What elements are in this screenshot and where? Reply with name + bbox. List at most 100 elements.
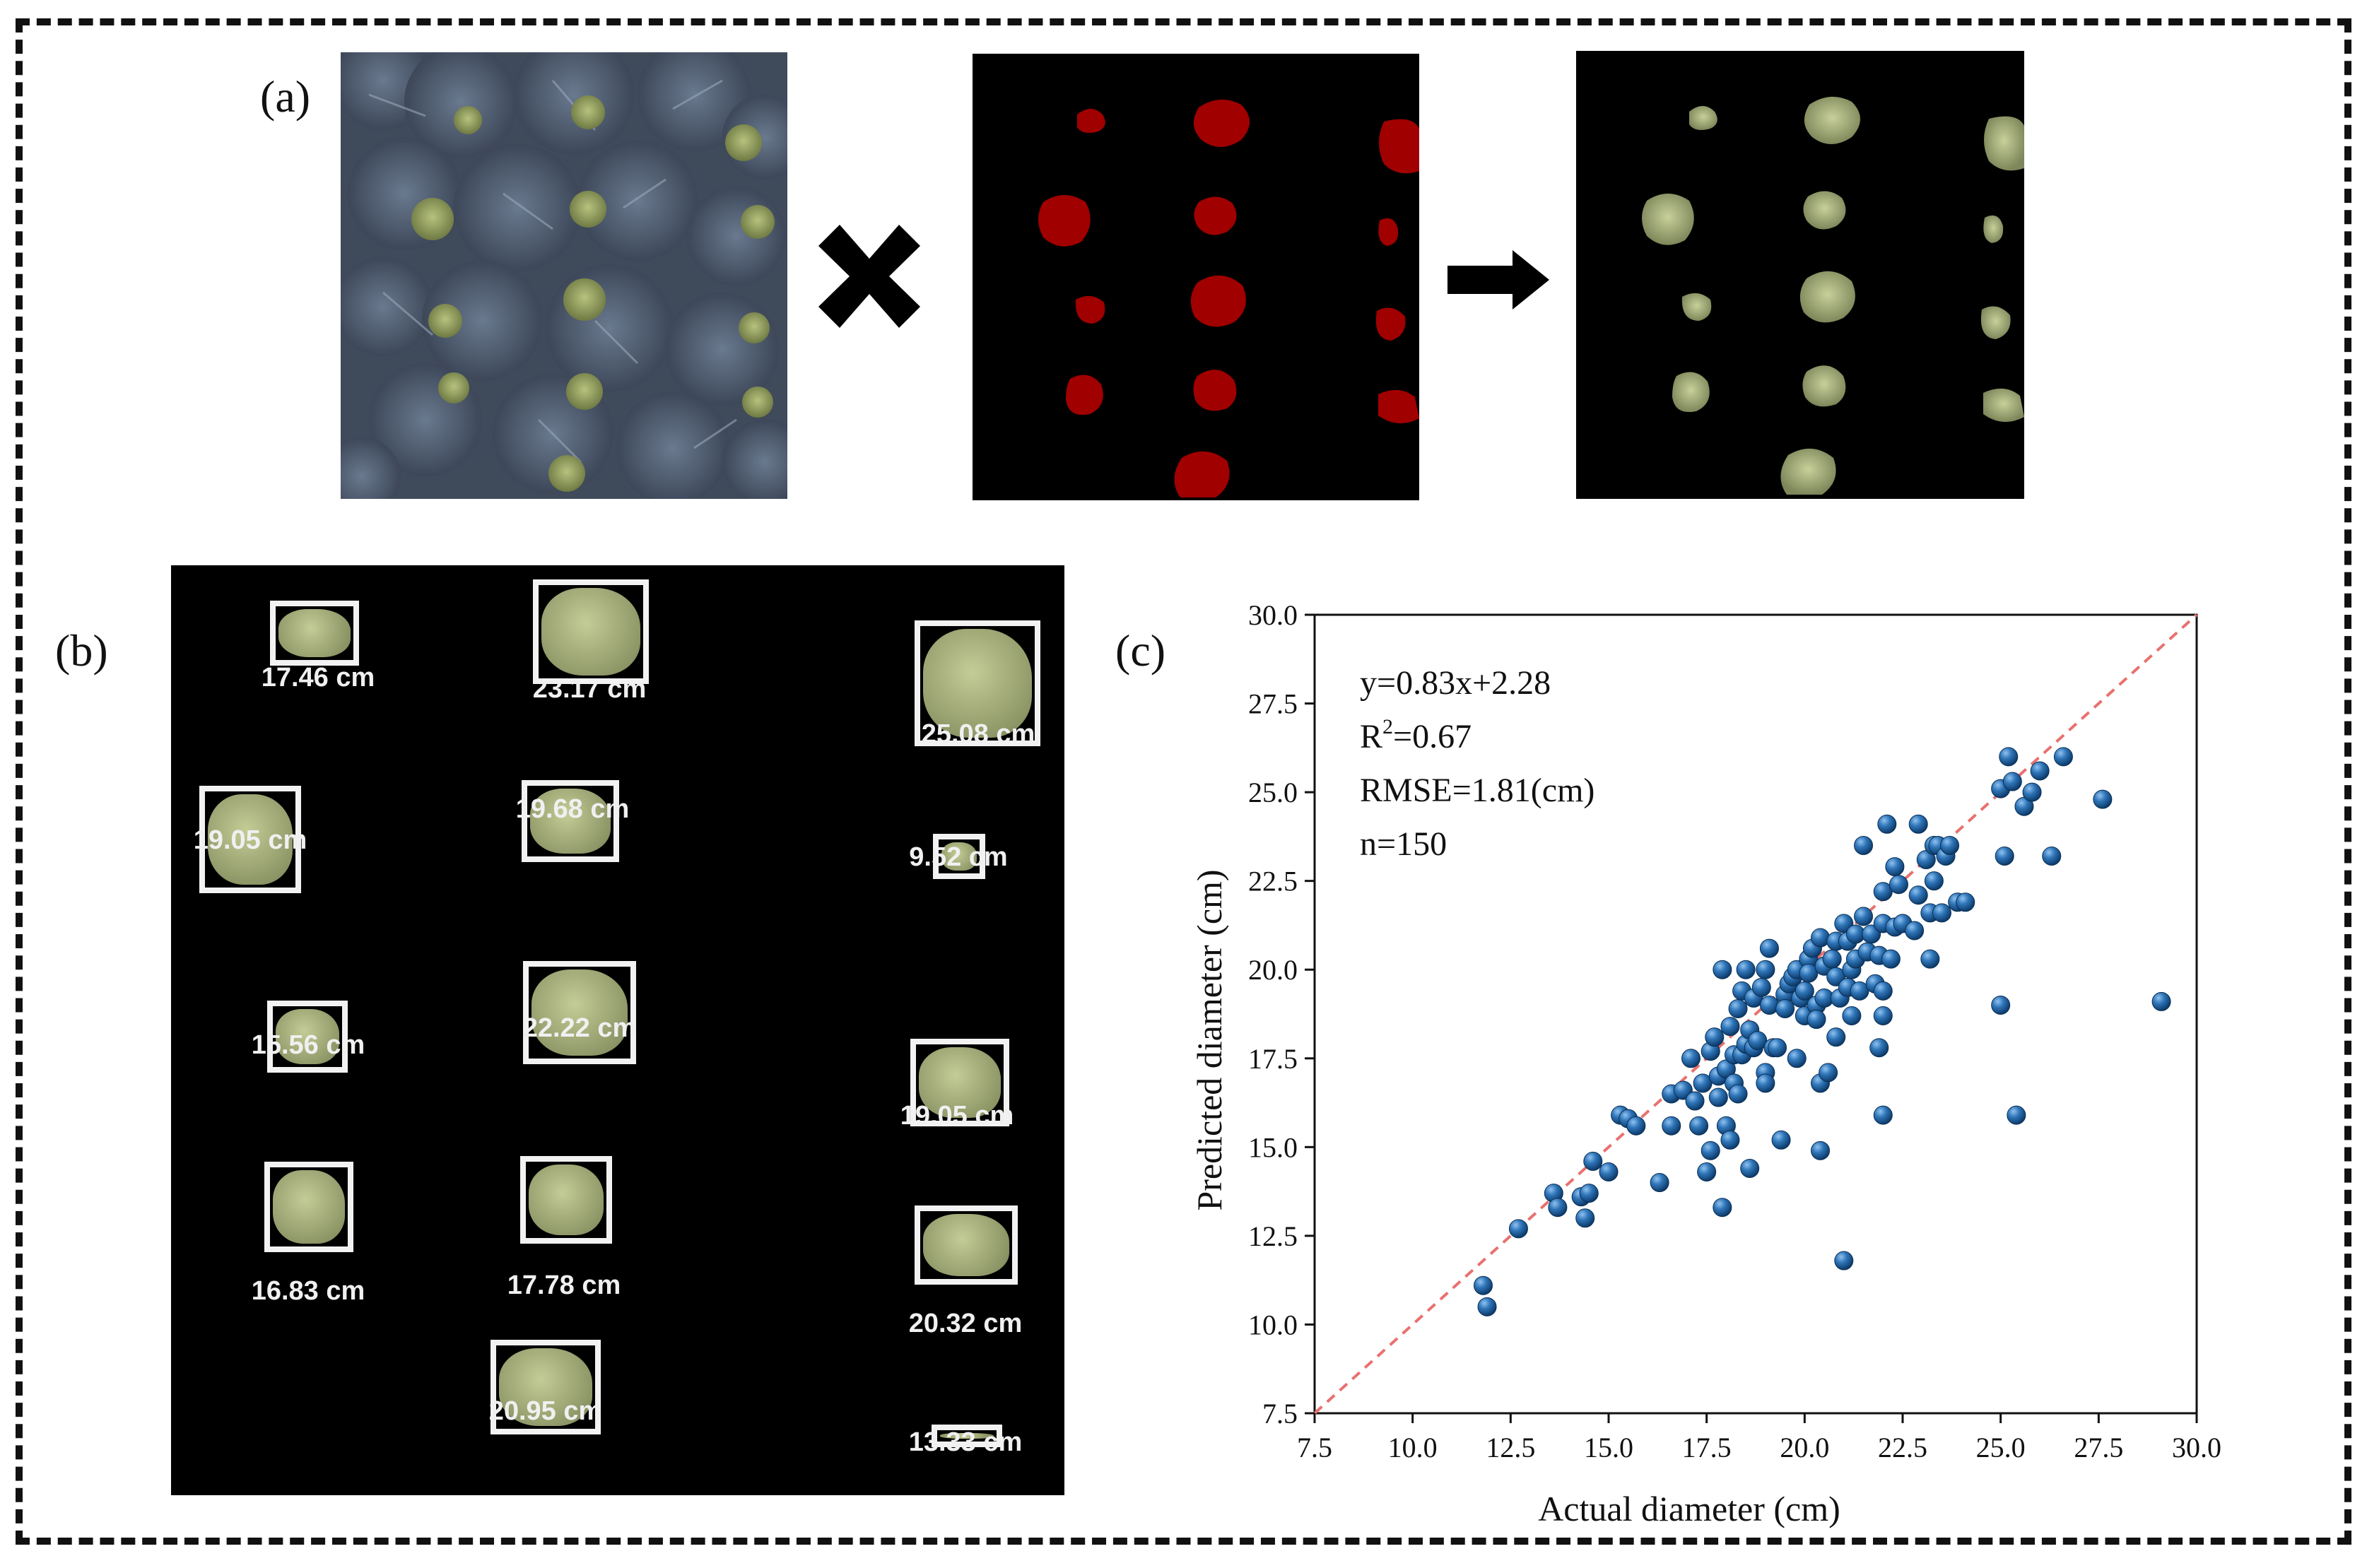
data-point bbox=[1873, 1006, 1893, 1026]
segmentation-mask bbox=[973, 54, 1419, 500]
right-arrow-icon bbox=[1447, 250, 1549, 310]
x-axis-label: Actual diameter (cm) bbox=[1538, 1489, 1840, 1528]
detection-label: 15.56 cm bbox=[251, 1030, 365, 1060]
segmented-heads-result bbox=[1576, 51, 2024, 499]
data-point bbox=[1869, 1038, 1889, 1058]
r2-superscript: 2 bbox=[1382, 715, 1393, 738]
data-point bbox=[1759, 995, 1779, 1015]
data-point bbox=[1477, 1297, 1497, 1316]
broccoli-head bbox=[529, 1165, 604, 1235]
data-point bbox=[1873, 981, 1893, 1001]
data-point bbox=[1736, 960, 1756, 979]
broccoli-head bbox=[919, 1047, 1001, 1118]
data-point bbox=[1842, 1006, 1862, 1026]
detection-label: 17.46 cm bbox=[261, 663, 375, 692]
data-point bbox=[1811, 928, 1831, 948]
data-point bbox=[2053, 747, 2073, 767]
broccoli-head bbox=[923, 629, 1032, 738]
rmse-annotation: RMSE=1.81(cm) bbox=[1360, 772, 1594, 809]
data-point bbox=[1889, 875, 1908, 895]
data-point bbox=[2151, 991, 2171, 1011]
y-tick-label: 7.5 bbox=[1262, 1398, 1298, 1430]
data-point bbox=[2022, 782, 2042, 802]
data-point bbox=[1807, 1010, 1826, 1030]
data-point bbox=[1999, 747, 2019, 767]
data-point bbox=[1822, 949, 1842, 969]
x-tick-label: 27.5 bbox=[2074, 1432, 2123, 1463]
detection-box bbox=[267, 1001, 348, 1073]
data-point bbox=[1713, 1198, 1732, 1218]
detection-box bbox=[522, 780, 619, 862]
r2-annotation: R2=0.67 bbox=[1360, 715, 1472, 755]
y-axis-label: Predicted diameter (cm) bbox=[1190, 869, 1229, 1210]
n-annotation: n=150 bbox=[1360, 825, 1447, 863]
y-tick-label: 10.0 bbox=[1248, 1309, 1298, 1340]
data-point bbox=[1885, 857, 1905, 877]
broccoli-head bbox=[923, 1214, 1009, 1276]
data-point bbox=[1701, 1140, 1720, 1160]
detection-label: 19.05 cm bbox=[193, 825, 307, 855]
data-point bbox=[1932, 903, 1951, 923]
data-point bbox=[1740, 1158, 1760, 1178]
equation-annotation: y=0.83x+2.28 bbox=[1360, 664, 1551, 702]
data-point bbox=[1689, 1116, 1709, 1136]
detection-box bbox=[915, 620, 1040, 746]
detection-label: 20.32 cm bbox=[908, 1309, 1023, 1338]
figure-frame bbox=[16, 18, 2351, 1545]
data-point bbox=[1956, 892, 1975, 912]
data-point bbox=[1873, 882, 1893, 902]
data-point bbox=[1720, 1017, 1740, 1037]
detection-image: 17.46 cm 23.17 cm 25.08 cm 19.05 cm 19.68 cm… bbox=[171, 565, 1064, 1495]
detection-label: 9.52 cm bbox=[909, 842, 1008, 872]
data-point bbox=[2002, 772, 2022, 791]
broccoli-head bbox=[531, 969, 628, 1056]
data-point bbox=[1854, 835, 1874, 855]
data-point bbox=[1579, 1184, 1599, 1203]
y-tick-label: 22.5 bbox=[1248, 866, 1298, 897]
data-point bbox=[1583, 1151, 1603, 1171]
data-point bbox=[1826, 1027, 1846, 1047]
detection-box bbox=[523, 961, 636, 1064]
detection-box bbox=[533, 579, 649, 684]
data-point bbox=[2093, 789, 2113, 809]
data-point bbox=[1681, 1049, 1701, 1068]
detection-label: 20.95 cm bbox=[488, 1396, 603, 1426]
field-aerial-photo bbox=[341, 52, 787, 499]
detection-box bbox=[915, 1206, 1018, 1285]
detection-label: 16.83 cm bbox=[251, 1276, 365, 1306]
panel-a-label: (a) bbox=[260, 71, 311, 122]
data-point bbox=[1771, 1130, 1791, 1150]
data-point bbox=[1991, 995, 2011, 1015]
data-point bbox=[1940, 835, 1960, 855]
data-point bbox=[1873, 1105, 1893, 1125]
data-point bbox=[1720, 1130, 1740, 1150]
broccoli-head bbox=[208, 794, 293, 885]
data-point bbox=[1626, 1116, 1646, 1136]
reference-line bbox=[1313, 613, 2198, 1415]
data-point bbox=[1548, 1198, 1568, 1218]
data-point bbox=[1650, 1173, 1669, 1193]
data-point bbox=[1575, 1208, 1595, 1228]
data-point bbox=[1756, 1073, 1775, 1093]
data-point bbox=[1924, 871, 1944, 891]
x-tick-label: 7.5 bbox=[1297, 1432, 1332, 1463]
data-point bbox=[2007, 1105, 2026, 1125]
panel-c-label: (c) bbox=[1115, 625, 1166, 676]
detection-label: 19.68 cm bbox=[515, 794, 630, 824]
data-point bbox=[1713, 960, 1732, 979]
detection-label: 22.22 cm bbox=[522, 1013, 637, 1043]
y-tick-label: 25.0 bbox=[1248, 777, 1298, 808]
scatter-chart: 7.5 10.0 12.5 15.0 17.5 20.0 22.5 25.0 27.5 30.0 7… bbox=[1159, 594, 2347, 1555]
y-tick-label: 20.0 bbox=[1248, 954, 1298, 986]
data-point bbox=[1850, 981, 1869, 1001]
detection-box bbox=[264, 1162, 353, 1252]
y-tick-label: 27.5 bbox=[1248, 688, 1298, 720]
data-point bbox=[1759, 938, 1779, 958]
data-point bbox=[1775, 998, 1795, 1018]
detection-box bbox=[520, 1156, 612, 1244]
data-point bbox=[2042, 847, 2062, 866]
data-point bbox=[1599, 1162, 1619, 1181]
data-point bbox=[1697, 1162, 1717, 1181]
data-point bbox=[1995, 847, 2014, 866]
x-tick-label: 12.5 bbox=[1486, 1432, 1535, 1463]
